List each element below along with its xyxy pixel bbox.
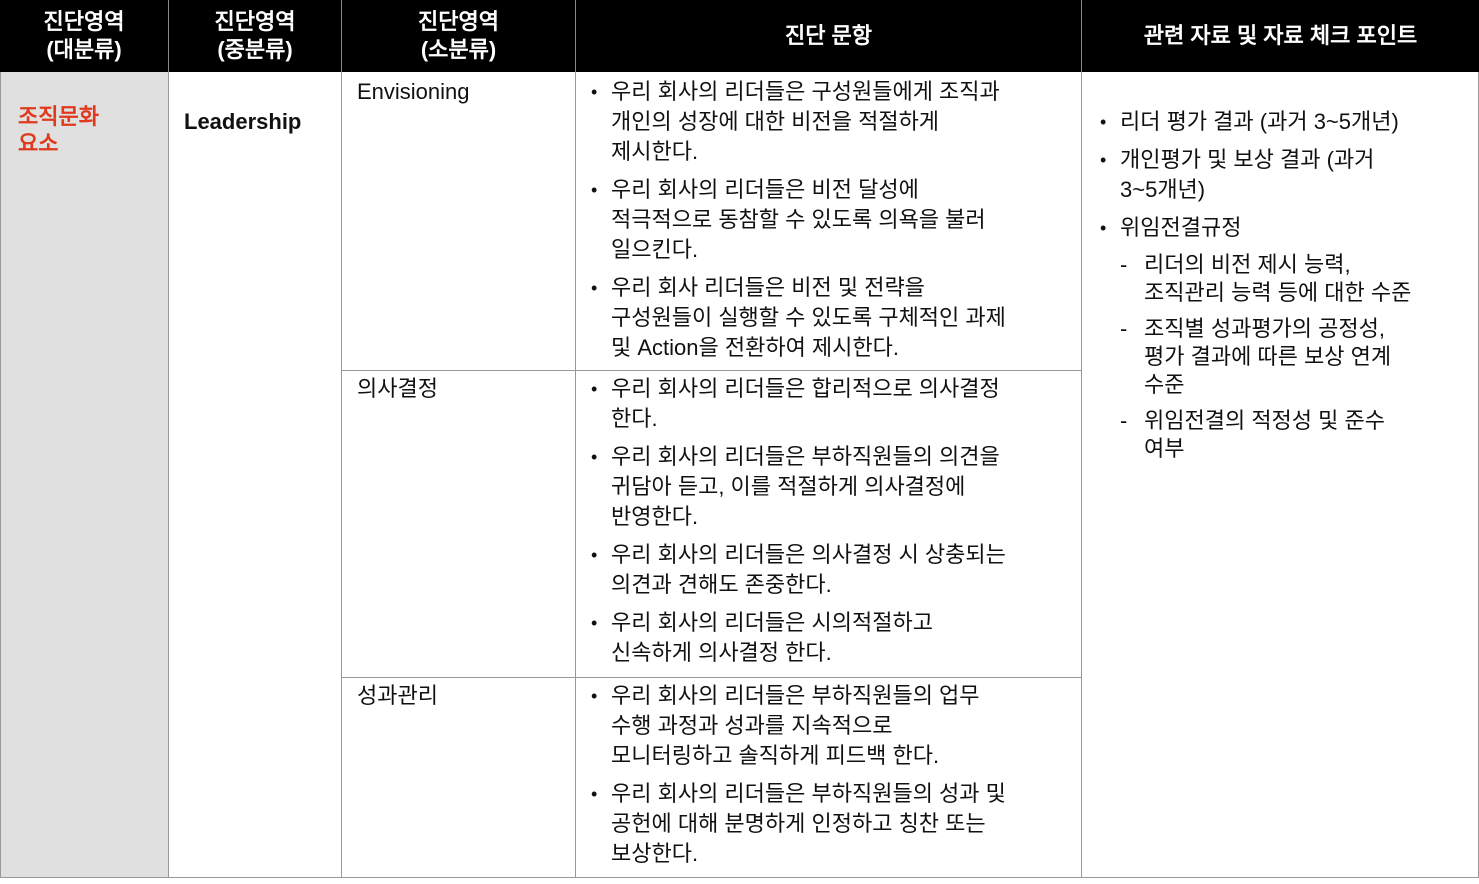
questions-cell: 우리 회사의 리더들은 부하직원들의 업무 수행 과정과 성과를 지속적으로 모… xyxy=(576,678,1082,878)
reference-item: 위임전결규정 xyxy=(1100,213,1478,243)
question-item: 우리 회사의 리더들은 의사결정 시 상충되는 의견과 견해도 존중한다. xyxy=(591,540,1081,600)
header-questions: 진단 문항 xyxy=(576,0,1082,72)
minor-category: Envisioning xyxy=(357,79,470,104)
question-item: 우리 회사의 리더들은 구성원들에게 조직과 개인의 성장에 대한 비전을 적절… xyxy=(591,77,1081,167)
reference-item: 개인평가 및 보상 결과 (과거 3~5개년) xyxy=(1100,145,1478,205)
question-list: 우리 회사의 리더들은 부하직원들의 업무 수행 과정과 성과를 지속적으로 모… xyxy=(591,681,1081,869)
reference-sub-item: 조직별 성과평가의 공정성, 평가 결과에 따른 보상 연계 수준 xyxy=(1100,315,1478,399)
header-references: 관련 자료 및 자료 체크 포인트 xyxy=(1082,0,1479,72)
question-item: 우리 회사 리더들은 비전 및 전략을 구성원들이 실행할 수 있도록 구체적인… xyxy=(591,273,1081,363)
question-item: 우리 회사의 리더들은 시의적절하고 신속하게 의사결정 한다. xyxy=(591,608,1081,668)
reference-item: 리더 평가 결과 (과거 3~5개년) xyxy=(1100,107,1478,137)
header-major: 진단영역 (대분류) xyxy=(0,0,169,72)
question-item: 우리 회사의 리더들은 부하직원들의 성과 및 공헌에 대해 분명하게 인정하고… xyxy=(591,779,1081,869)
question-list: 우리 회사의 리더들은 합리적으로 의사결정 한다. 우리 회사의 리더들은 부하… xyxy=(591,374,1081,668)
question-item: 우리 회사의 리더들은 합리적으로 의사결정 한다. xyxy=(591,374,1081,434)
reference-sub-item: 리더의 비전 제시 능력, 조직관리 능력 등에 대한 수준 xyxy=(1100,251,1478,307)
minor-cell: 의사결정 xyxy=(342,371,576,678)
minor-category: 의사결정 xyxy=(357,376,438,401)
question-item: 우리 회사의 리더들은 부하직원들의 업무 수행 과정과 성과를 지속적으로 모… xyxy=(591,681,1081,771)
questions-cell: 우리 회사의 리더들은 합리적으로 의사결정 한다. 우리 회사의 리더들은 부하… xyxy=(576,371,1082,678)
header-minor: 진단영역 (소분류) xyxy=(342,0,576,72)
minor-category: 성과관리 xyxy=(357,683,438,708)
references-cell: 리더 평가 결과 (과거 3~5개년) 개인평가 및 보상 결과 (과거 3~5개… xyxy=(1082,72,1479,878)
question-item: 우리 회사의 리더들은 부하직원들의 의견을 귀담아 듣고, 이를 적절하게 의… xyxy=(591,442,1081,532)
questions-cell: 우리 회사의 리더들은 구성원들에게 조직과 개인의 성장에 대한 비전을 적절… xyxy=(576,72,1082,371)
question-item: 우리 회사의 리더들은 비전 달성에 적극적으로 동참할 수 있도록 의욕을 불… xyxy=(591,175,1081,265)
major-category-cell: 조직문화 요소 xyxy=(0,72,169,878)
minor-cell: 성과관리 xyxy=(342,678,576,878)
reference-list: 리더 평가 결과 (과거 3~5개년) 개인평가 및 보상 결과 (과거 3~5개… xyxy=(1100,107,1478,463)
major-category: 조직문화 요소 xyxy=(18,104,99,156)
question-list: 우리 회사의 리더들은 구성원들에게 조직과 개인의 성장에 대한 비전을 적절… xyxy=(591,77,1081,363)
middle-category: Leadership xyxy=(184,109,302,134)
middle-category-cell: Leadership xyxy=(169,72,342,878)
reference-sub-item: 위임전결의 적정성 및 준수 여부 xyxy=(1100,407,1478,463)
minor-cell: Envisioning xyxy=(342,72,576,371)
header-middle: 진단영역 (중분류) xyxy=(169,0,342,72)
